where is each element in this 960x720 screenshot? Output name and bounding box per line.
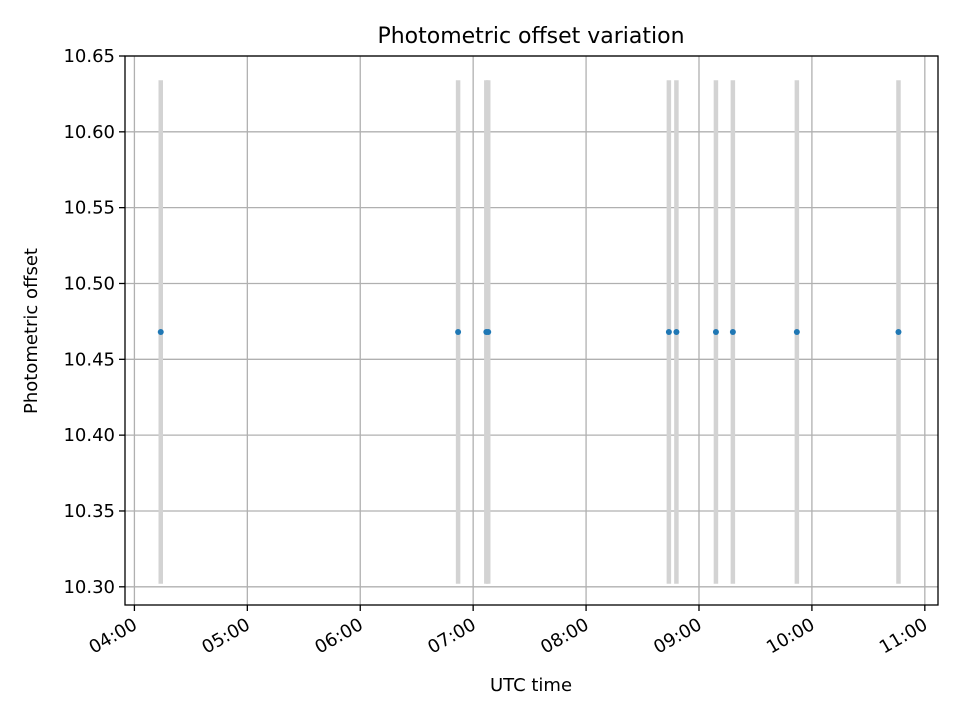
data-point: [712, 329, 719, 336]
y-tick-label: 10.65: [63, 46, 115, 67]
x-axis-label: UTC time: [490, 675, 572, 696]
error-bars: [158, 80, 901, 584]
data-point: [673, 329, 680, 336]
y-tick-label: 10.35: [63, 501, 115, 522]
x-axis-ticks: 04:00 05:00 06:00 07:00 08:00 09:00 10:00 11:00: [85, 605, 931, 658]
x-tick-label: 04:00: [85, 614, 140, 658]
data-point: [157, 329, 164, 336]
y-tick-label: 10.45: [63, 349, 115, 370]
y-axis-ticks: 10.30 10.35 10.40 10.45 10.50 10.55 10.60 10.65: [63, 46, 125, 598]
x-tick-label: 10:00: [763, 614, 818, 658]
y-tick-label: 10.55: [63, 198, 115, 219]
chart-title: Photometric offset variation: [377, 24, 684, 49]
data-point: [729, 329, 736, 336]
data-point: [895, 329, 902, 336]
data-point: [485, 329, 492, 336]
x-tick-label: 06:00: [311, 614, 366, 658]
y-axis-label: Photometric offset: [21, 248, 42, 414]
x-tick-label: 05:00: [198, 614, 253, 658]
y-tick-label: 10.60: [63, 122, 115, 143]
data-point: [793, 329, 800, 336]
y-tick-label: 10.30: [63, 577, 115, 598]
x-tick-label: 11:00: [876, 614, 931, 658]
grid: [125, 55, 938, 605]
data-points: [157, 329, 902, 336]
data-point: [455, 329, 462, 336]
y-tick-label: 10.40: [63, 425, 115, 446]
y-tick-label: 10.50: [63, 273, 115, 294]
x-tick-label: 09:00: [650, 614, 705, 658]
x-tick-label: 07:00: [424, 614, 479, 658]
plot-area-frame: [124, 55, 939, 606]
x-tick-label: 08:00: [537, 614, 592, 658]
data-point: [665, 329, 672, 336]
